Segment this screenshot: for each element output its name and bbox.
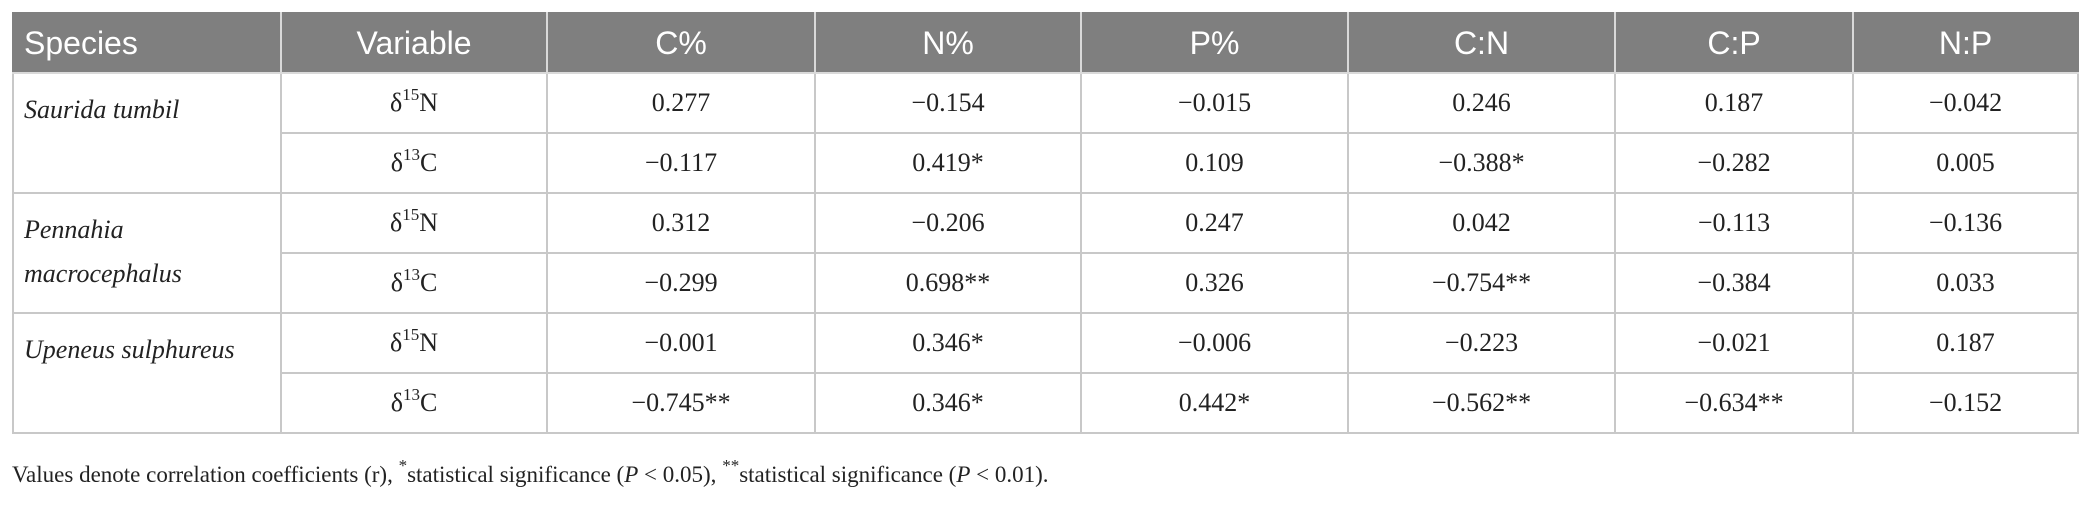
isotope-element: C bbox=[419, 268, 438, 297]
species-cell: Pennahia macrocephalus bbox=[12, 192, 282, 314]
table-footnote: Values denote correlation coefficients (… bbox=[12, 457, 1049, 488]
value-cell: −0.634** bbox=[1614, 372, 1854, 434]
value-cell: −0.117 bbox=[546, 132, 816, 194]
header-c-percent: C% bbox=[546, 12, 816, 74]
table-row: δ13C −0.745** 0.346* 0.442* −0.562** −0.… bbox=[13, 372, 2079, 434]
footnote-sig1-value: < 0.05), bbox=[638, 462, 723, 487]
isotope-element: N bbox=[419, 208, 439, 237]
delta-symbol: δ bbox=[389, 208, 403, 237]
value-cell: −0.136 bbox=[1852, 192, 2079, 254]
value-cell: 0.312 bbox=[546, 192, 816, 254]
variable-cell: δ13C bbox=[280, 132, 548, 194]
header-c-n-ratio: C:N bbox=[1347, 12, 1616, 74]
footnote-intro: Values denote correlation coefficients (… bbox=[12, 462, 399, 487]
table-row: Pennahia macrocephalus δ15N 0.312 −0.206… bbox=[12, 192, 2079, 314]
value-cell: 0.419* bbox=[814, 132, 1082, 194]
variable-cell: δ15N bbox=[280, 72, 548, 134]
header-n-percent: N% bbox=[814, 12, 1082, 74]
isotope-mass: 15 bbox=[402, 204, 420, 224]
p-symbol: P bbox=[624, 462, 639, 487]
correlation-table: Species Variable C% N% P% C:N C:P N:P Sa… bbox=[12, 12, 2079, 434]
variable-cell: δ15N bbox=[280, 192, 548, 254]
isotope-element: N bbox=[419, 328, 439, 357]
value-cell: −0.299 bbox=[546, 252, 816, 314]
value-cell: −0.384 bbox=[1614, 252, 1854, 314]
value-cell: −0.152 bbox=[1852, 372, 2079, 434]
delta-symbol: δ bbox=[389, 328, 403, 357]
value-cell: 0.277 bbox=[546, 72, 816, 134]
variable-cell: δ13C bbox=[280, 252, 548, 314]
footnote-sig2-text: statistical significance ( bbox=[739, 462, 957, 487]
value-cell: −0.562** bbox=[1347, 372, 1616, 434]
header-variable: Variable bbox=[280, 12, 548, 74]
species-cell: Saurida tumbil bbox=[12, 72, 282, 194]
value-cell: −0.021 bbox=[1614, 312, 1854, 374]
value-cell: −0.001 bbox=[546, 312, 816, 374]
footnote-sig1-text: statistical significance ( bbox=[407, 462, 625, 487]
isotope-element: C bbox=[419, 388, 438, 417]
value-cell: −0.754** bbox=[1347, 252, 1616, 314]
header-n-p-ratio: N:P bbox=[1852, 12, 2079, 74]
value-cell: −0.745** bbox=[546, 372, 816, 434]
value-cell: −0.006 bbox=[1080, 312, 1349, 374]
p-symbol: P bbox=[956, 462, 971, 487]
value-cell: −0.282 bbox=[1614, 132, 1854, 194]
table-row: Upeneus sulphureus δ15N −0.001 0.346* −0… bbox=[12, 312, 2079, 434]
table-row: δ13C −0.299 0.698** 0.326 −0.754** −0.38… bbox=[13, 252, 2079, 314]
value-cell: 0.187 bbox=[1852, 312, 2079, 374]
value-cell: 0.442* bbox=[1080, 372, 1349, 434]
delta-symbol: δ bbox=[389, 88, 403, 117]
value-cell: 0.698** bbox=[814, 252, 1082, 314]
variable-cell: δ15N bbox=[280, 312, 548, 374]
value-cell: 0.346* bbox=[814, 312, 1082, 374]
significance-mark-2: ** bbox=[722, 455, 740, 475]
isotope-mass: 13 bbox=[402, 384, 420, 404]
isotope-mass: 13 bbox=[402, 144, 420, 164]
value-cell: −0.206 bbox=[814, 192, 1082, 254]
significance-mark-1: * bbox=[398, 455, 408, 475]
value-cell: 0.326 bbox=[1080, 252, 1349, 314]
header-p-percent: P% bbox=[1080, 12, 1349, 74]
value-cell: 0.247 bbox=[1080, 192, 1349, 254]
isotope-mass: 15 bbox=[402, 84, 420, 104]
value-cell: 0.005 bbox=[1852, 132, 2079, 194]
value-cell: −0.154 bbox=[814, 72, 1082, 134]
header-species: Species bbox=[12, 12, 282, 74]
delta-symbol: δ bbox=[390, 268, 403, 297]
value-cell: −0.015 bbox=[1080, 72, 1349, 134]
isotope-element: C bbox=[419, 148, 438, 177]
value-cell: 0.346* bbox=[814, 372, 1082, 434]
species-cell: Upeneus sulphureus bbox=[12, 312, 282, 434]
value-cell: −0.388* bbox=[1347, 132, 1616, 194]
isotope-element: N bbox=[419, 88, 439, 117]
table-row: Saurida tumbil δ15N 0.277 −0.154 −0.015 … bbox=[12, 72, 2079, 194]
table-row: δ13C −0.117 0.419* 0.109 −0.388* −0.282 … bbox=[13, 132, 2079, 194]
value-cell: −0.223 bbox=[1347, 312, 1616, 374]
delta-symbol: δ bbox=[390, 388, 403, 417]
header-c-p-ratio: C:P bbox=[1614, 12, 1854, 74]
value-cell: 0.109 bbox=[1080, 132, 1349, 194]
header-row: Species Variable C% N% P% C:N C:P N:P bbox=[12, 12, 2079, 74]
value-cell: 0.187 bbox=[1614, 72, 1854, 134]
value-cell: 0.246 bbox=[1347, 72, 1616, 134]
value-cell: −0.113 bbox=[1614, 192, 1854, 254]
isotope-mass: 15 bbox=[402, 324, 420, 344]
isotope-mass: 13 bbox=[402, 264, 420, 284]
value-cell: 0.042 bbox=[1347, 192, 1616, 254]
delta-symbol: δ bbox=[390, 148, 403, 177]
value-cell: −0.042 bbox=[1852, 72, 2079, 134]
table-container: Species Variable C% N% P% C:N C:P N:P Sa… bbox=[12, 12, 2079, 434]
value-cell: 0.033 bbox=[1852, 252, 2079, 314]
variable-cell: δ13C bbox=[280, 372, 548, 434]
footnote-sig2-value: < 0.01). bbox=[970, 462, 1049, 487]
